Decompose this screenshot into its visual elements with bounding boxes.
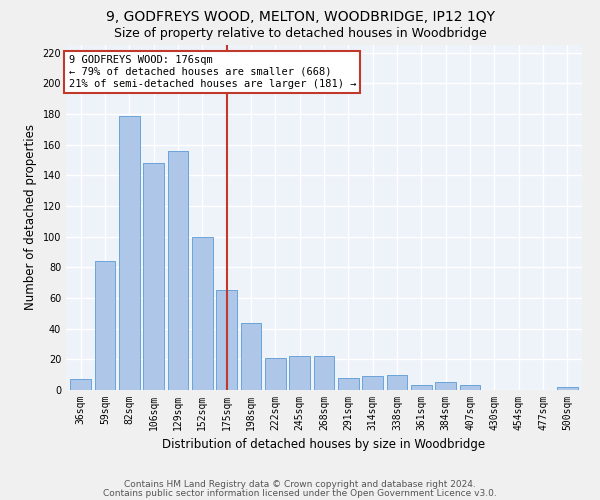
- Bar: [557, 387, 578, 390]
- Bar: [192, 236, 212, 390]
- Text: Contains HM Land Registry data © Crown copyright and database right 2024.: Contains HM Land Registry data © Crown c…: [124, 480, 476, 489]
- Text: 9, GODFREYS WOOD, MELTON, WOODBRIDGE, IP12 1QY: 9, GODFREYS WOOD, MELTON, WOODBRIDGE, IP…: [106, 10, 494, 24]
- Bar: [143, 163, 164, 390]
- Text: 9 GODFREYS WOOD: 176sqm
← 79% of detached houses are smaller (668)
21% of semi-d: 9 GODFREYS WOOD: 176sqm ← 79% of detache…: [68, 56, 356, 88]
- Bar: [70, 380, 91, 390]
- Bar: [362, 376, 383, 390]
- Bar: [436, 382, 456, 390]
- Bar: [314, 356, 334, 390]
- Bar: [386, 374, 407, 390]
- Text: Size of property relative to detached houses in Woodbridge: Size of property relative to detached ho…: [113, 28, 487, 40]
- Bar: [216, 290, 237, 390]
- Text: Contains public sector information licensed under the Open Government Licence v3: Contains public sector information licen…: [103, 489, 497, 498]
- Bar: [265, 358, 286, 390]
- Y-axis label: Number of detached properties: Number of detached properties: [24, 124, 37, 310]
- Bar: [241, 322, 262, 390]
- Bar: [460, 386, 481, 390]
- Bar: [338, 378, 359, 390]
- Bar: [167, 151, 188, 390]
- X-axis label: Distribution of detached houses by size in Woodbridge: Distribution of detached houses by size …: [163, 438, 485, 452]
- Bar: [119, 116, 140, 390]
- Bar: [411, 386, 432, 390]
- Bar: [289, 356, 310, 390]
- Bar: [95, 261, 115, 390]
